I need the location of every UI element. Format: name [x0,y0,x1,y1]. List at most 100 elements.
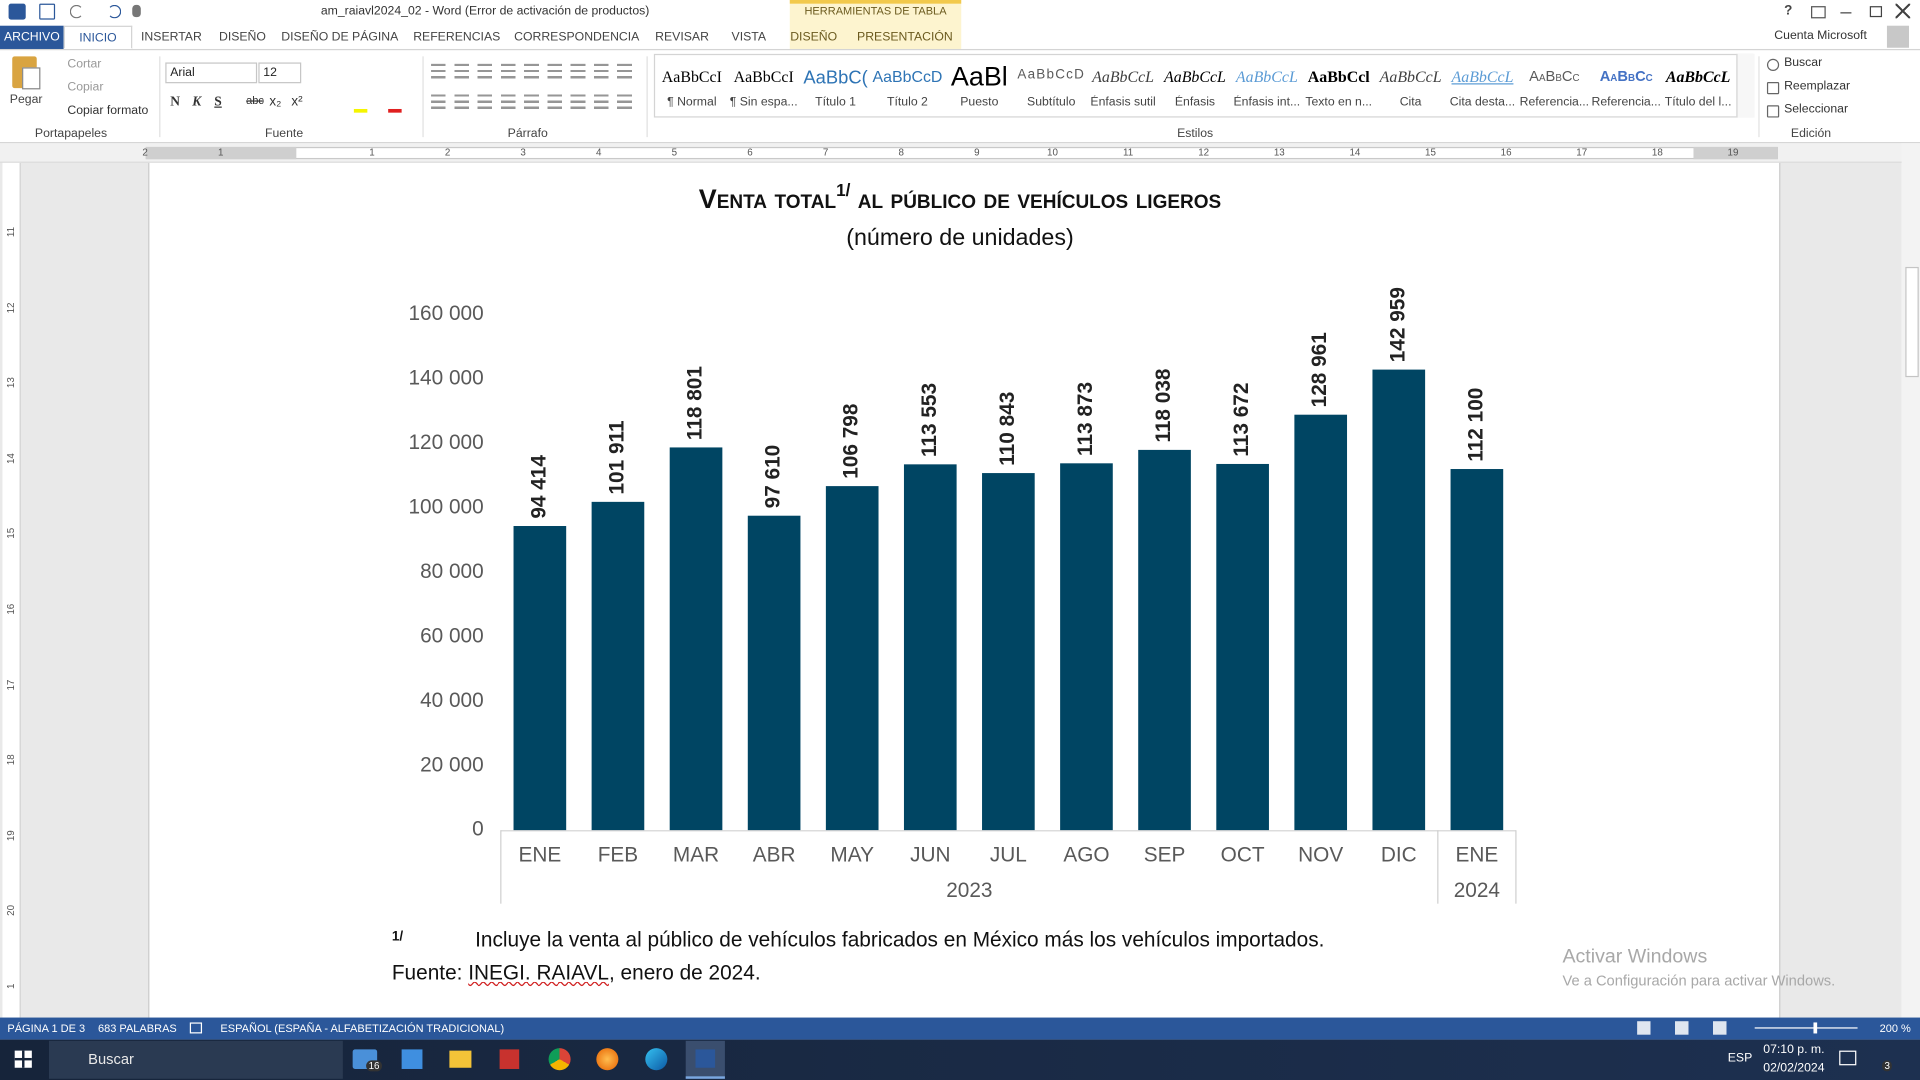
styles-scroll[interactable] [1736,53,1755,118]
proofing-icon[interactable] [189,1022,203,1034]
ribbon-tab[interactable]: DISEÑO [218,30,266,45]
redo-button[interactable] [107,4,122,19]
zoom-thumb[interactable] [1813,1022,1818,1034]
font-format-button[interactable]: S [214,94,222,109]
font-format-button[interactable]: K [192,94,202,109]
app-explorer[interactable] [449,1050,472,1068]
cut-button[interactable]: Cortar [67,57,102,72]
source-org: INEGI. RAIAVL [468,961,609,985]
style-preview[interactable]: AaBbCcD [872,67,943,86]
x-tick-label: ENE [1455,843,1498,866]
taskbar-date[interactable]: 02/02/2024 [1763,1061,1825,1076]
status-language[interactable]: ESPAÑOL (ESPAÑA - ALFABETIZACIÓN TRADICI… [220,1022,505,1035]
style-preview[interactable]: AaBbCcD [1017,67,1086,83]
ruler-number: 14 [1349,146,1361,158]
ribbon-tab[interactable]: INICIO [63,25,133,49]
style-preview[interactable]: AaBbCcL [1164,67,1226,86]
notification-icon[interactable] [1839,1050,1857,1066]
ribbon-tab[interactable]: PRESENTACIÓN [857,30,953,45]
style-name[interactable]: ¶ Normal [667,95,717,109]
scroll-thumb[interactable] [1905,266,1919,378]
style-preview[interactable]: AaBbCc [1599,67,1653,85]
style-name[interactable]: Referencia... [1519,95,1590,109]
ribbon-tab[interactable]: CORRESPONDENCIA [514,30,640,45]
bar [513,526,567,831]
ribbon-tab[interactable]: INSERTAR [141,30,202,45]
taskbar-language[interactable]: ESP [1727,1051,1753,1066]
style-preview[interactable]: AaBbCcl [1307,67,1370,86]
taskbar-search[interactable]: Buscar [88,1050,134,1068]
vertical-ruler [2,162,21,1018]
ribbon-tab[interactable]: DISEÑO DE PÁGINA [281,30,399,45]
bar [669,447,723,831]
style-name[interactable]: Subtítulo [1027,95,1076,109]
x-tick-label: SEP [1144,843,1186,866]
style-preview[interactable]: AaBbCcL [1665,67,1731,86]
style-name[interactable]: Título 1 [815,95,856,109]
style-name[interactable]: Énfasis [1174,95,1216,109]
style-name[interactable]: Énfasis int... [1233,95,1301,109]
style-preview[interactable]: AaBbCcL [1235,67,1298,86]
font-format-button[interactable]: x² [291,94,303,109]
zoom-slider[interactable] [1754,1027,1858,1029]
app-store[interactable] [401,1049,423,1069]
style-preview[interactable]: AaBbCcI [661,67,722,86]
font-size-box[interactable]: 12 [258,62,302,84]
ribbon-tab[interactable]: REFERENCIAS [413,30,501,45]
style-name[interactable]: Énfasis sutil [1090,95,1156,109]
ribbon-tab[interactable]: REVISAR [655,30,709,45]
style-preview[interactable]: AaBbCcL [1379,67,1442,86]
bar [1372,369,1426,831]
status-zoom[interactable]: 200 % [1879,1022,1911,1035]
search-box[interactable] [48,1040,343,1079]
edit-button[interactable]: Seleccionar [1784,102,1849,117]
edit-button[interactable]: Reemplazar [1784,79,1851,94]
style-preview[interactable]: AaBbCc [1529,67,1580,85]
taskbar-time[interactable]: 07:10 p. m. [1763,1043,1825,1057]
minimize-button[interactable] [1840,12,1852,14]
style-preview[interactable]: AaBbCcL [1451,67,1514,86]
restore-button[interactable] [1869,6,1883,18]
status-page[interactable]: PÁGINA 1 DE 3 [7,1022,86,1035]
ribbon-tab[interactable]: ARCHIVO [0,25,64,49]
app-edge[interactable] [645,1048,668,1071]
app-chrome[interactable] [548,1048,571,1071]
style-name[interactable]: Cita [1399,95,1422,109]
save-button[interactable] [39,3,56,20]
style-name[interactable]: Título 2 [887,95,928,109]
font-format-button[interactable]: abc [246,94,264,107]
view-buttons[interactable] [1637,1021,1729,1035]
font-name-box[interactable]: Arial [165,62,258,84]
ribbon-tab[interactable]: VISTA [731,30,767,45]
style-name[interactable]: Texto en n... [1305,95,1373,109]
style-name[interactable]: ¶ Sin espa... [729,95,798,109]
footnote-mark: 1/ [391,929,404,945]
style-preview[interactable]: AaBbCcL [1092,67,1155,86]
style-preview[interactable]: AaBbCcI [733,67,794,86]
edit-button[interactable]: Buscar [1784,56,1823,70]
app-firefox[interactable] [596,1048,619,1071]
touch-mode-button[interactable] [132,4,141,18]
account-name[interactable]: Cuenta Microsoft [1774,29,1867,43]
status-words[interactable]: 683 PALABRAS [97,1022,177,1035]
app-acrobat[interactable] [499,1049,520,1069]
start-button[interactable] [14,1050,32,1068]
undo-button[interactable] [69,4,84,19]
style-name[interactable]: Título del l... [1664,95,1732,109]
vertical-ruler-number: 18 [5,754,17,766]
ribbon-tab[interactable]: DISEÑO [790,30,838,45]
style-preview[interactable]: AaBl [950,61,1008,92]
copy-button[interactable]: Copiar [67,80,104,95]
style-preview[interactable]: AaBbC( [803,67,868,89]
format-painter-button[interactable]: Copiar formato [67,104,149,118]
font-format-button[interactable]: x₂ [269,94,282,109]
account-avatar[interactable] [1886,25,1909,48]
font-format-button[interactable]: N [170,94,180,109]
close-button[interactable] [1895,3,1911,19]
ribbon-display-button[interactable] [1811,6,1826,19]
style-name[interactable]: Cita desta... [1449,95,1516,109]
style-name[interactable]: Referencia... [1591,95,1661,109]
help-button[interactable]: ? [1784,3,1793,19]
paste-label[interactable]: Pegar [9,93,43,107]
style-name[interactable]: Puesto [960,95,999,109]
